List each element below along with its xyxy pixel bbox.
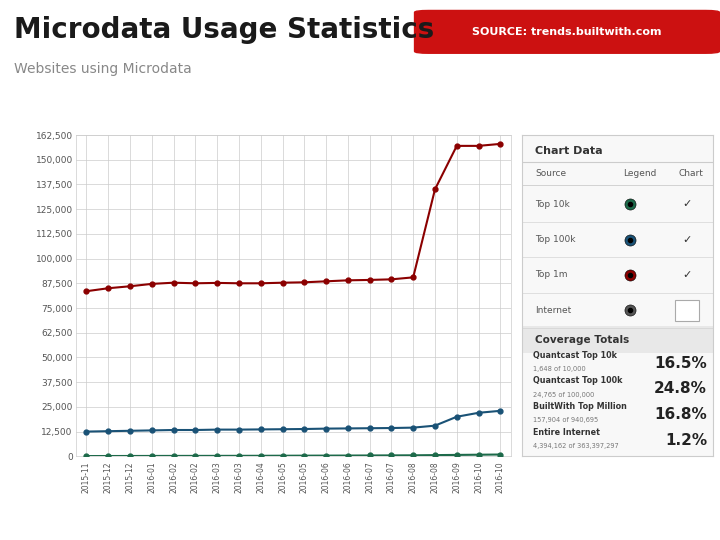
Text: Quantcast Top 10k: Quantcast Top 10k (534, 350, 618, 360)
Text: Websites using Microdata: Websites using Microdata (14, 62, 192, 76)
Text: BuiltWith Top Million: BuiltWith Top Million (534, 402, 627, 411)
Text: SOURCE: trends.builtwith.com: SOURCE: trends.builtwith.com (472, 27, 662, 37)
Text: 24.8%: 24.8% (654, 381, 707, 396)
Text: Microdata Usage Statistics: Microdata Usage Statistics (14, 16, 435, 44)
Text: ✓: ✓ (683, 234, 692, 245)
Text: 157,904 of 940,695: 157,904 of 940,695 (534, 417, 599, 423)
Bar (522, 326, 713, 354)
Text: Chart Data: Chart Data (536, 146, 603, 156)
Text: Quantcast Top 100k: Quantcast Top 100k (534, 376, 623, 386)
Text: 24,765 of 100,000: 24,765 of 100,000 (534, 392, 595, 398)
Text: ✓: ✓ (683, 199, 692, 209)
Text: Top 1m: Top 1m (536, 271, 568, 279)
Text: Top 100k: Top 100k (536, 235, 576, 244)
Text: Internet: Internet (536, 306, 572, 315)
FancyBboxPatch shape (415, 10, 719, 53)
Text: Entire Internet: Entire Internet (534, 428, 600, 437)
Text: 16.8%: 16.8% (654, 407, 707, 422)
Text: 4,394,162 of 363,397,297: 4,394,162 of 363,397,297 (534, 443, 619, 449)
Text: 1,648 of 10,000: 1,648 of 10,000 (534, 366, 586, 372)
Text: Top 10k: Top 10k (536, 200, 570, 209)
Text: 1.2%: 1.2% (665, 433, 707, 448)
Text: Legend: Legend (623, 168, 657, 178)
Text: Source: Source (536, 168, 567, 178)
Text: 16.5%: 16.5% (654, 356, 707, 371)
Text: Chart: Chart (678, 168, 703, 178)
Text: ✓: ✓ (683, 270, 692, 280)
Text: Coverage Totals: Coverage Totals (536, 335, 629, 345)
Bar (675, 300, 699, 321)
